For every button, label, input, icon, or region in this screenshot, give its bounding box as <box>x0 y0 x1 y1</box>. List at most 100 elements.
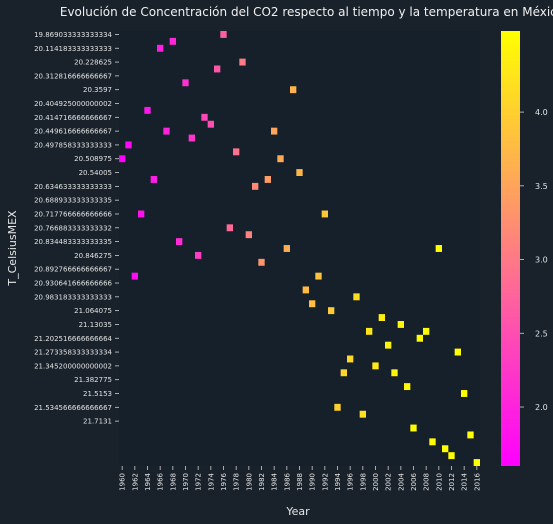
x-tick-label: 1962 <box>131 473 139 491</box>
x-tick-label: 1974 <box>207 472 215 490</box>
x-tick-label: 1970 <box>182 473 190 491</box>
y-tick-label: 21.382775 <box>74 376 112 384</box>
heatmap-cell-1969 <box>176 238 183 246</box>
heatmap-cell-2008 <box>423 327 430 335</box>
colorbar <box>501 31 520 466</box>
x-tick-label: 1990 <box>309 473 317 491</box>
y-tick-label: 20.3597 <box>83 86 112 94</box>
y-tick-label: 20.312816666666667 <box>34 72 112 80</box>
heatmap-cell-1982 <box>258 258 265 266</box>
x-tick-label: 2012 <box>448 473 456 491</box>
heatmap-cell-1979 <box>239 58 246 66</box>
heatmap-cell-2014 <box>461 390 468 397</box>
heatmap-cell-1978 <box>233 148 240 156</box>
heatmap-cell-2013 <box>454 348 461 356</box>
heatmap-cell-1967 <box>163 127 170 135</box>
heatmap-cell-1996 <box>347 355 354 363</box>
y-tick-label: 20.688933333333335 <box>34 197 112 205</box>
y-tick-label: 20.717766666666666 <box>34 210 112 218</box>
heatmap-cell-1999 <box>366 327 373 335</box>
x-tick-label: 2016 <box>473 472 481 490</box>
y-tick-label: 20.497858333333333 <box>34 141 112 149</box>
x-tick-label: 1976 <box>220 472 228 490</box>
y-tick-label: 20.892766666666667 <box>34 266 112 274</box>
heatmap-cell-1976 <box>220 31 227 38</box>
y-tick-label: 20.834483333333335 <box>34 238 112 246</box>
y-tick-label: 21.13035 <box>79 321 112 329</box>
colorbar-tick-label: 3.5 <box>535 182 548 191</box>
heatmap-cell-2011 <box>442 445 449 453</box>
x-tick-label: 2002 <box>385 473 393 491</box>
heatmap-cell-1984 <box>271 127 278 135</box>
y-axis-label: T_CelsiusMEX <box>6 210 19 287</box>
x-tick-label: 2006 <box>410 472 418 490</box>
y-tick-label: 21.345200000000002 <box>34 362 112 370</box>
heatmap-cell-1986 <box>283 245 290 252</box>
plot-area <box>119 31 480 466</box>
x-tick-label: 2004 <box>397 472 405 490</box>
heatmap-cell-1995 <box>340 369 347 377</box>
x-tick-label: 1964 <box>144 472 152 490</box>
heatmap-cell-1977 <box>226 224 233 232</box>
x-tick-label: 1992 <box>321 473 329 491</box>
chart-title: Evolución de Concentración del CO2 respe… <box>60 5 553 19</box>
y-tick-label: 21.273358333333334 <box>34 349 112 357</box>
x-tick-label: 2014 <box>461 472 469 490</box>
y-tick-label: 20.114183333333333 <box>34 45 112 53</box>
heatmap-cell-1973 <box>201 113 208 121</box>
x-tick-label: 1968 <box>169 473 177 491</box>
heatmap-cell-1990 <box>309 300 316 308</box>
x-tick-label: 2008 <box>423 473 431 491</box>
heatmap-cell-1972 <box>195 251 202 259</box>
heatmap-cell-1980 <box>245 231 252 239</box>
heatmap-cell-2006 <box>410 424 417 432</box>
heatmap-cell-1966 <box>157 44 164 52</box>
y-tick-label: 20.414716666666667 <box>34 114 112 122</box>
y-tick-label: 20.983183333333333 <box>34 293 112 301</box>
x-tick-label: 1966 <box>157 472 165 490</box>
heatmap-cell-2005 <box>404 383 411 391</box>
heatmap-cell-1992 <box>321 210 328 218</box>
x-tick-label: 1978 <box>233 473 241 491</box>
y-tick-label: 21.5153 <box>83 390 112 398</box>
heatmap-cell-2004 <box>397 321 404 328</box>
heatmap-cell-1993 <box>328 307 335 315</box>
heatmap-cell-1985 <box>277 155 284 163</box>
y-tick-label: 20.449616666666667 <box>34 128 112 136</box>
heatmap-cell-1981 <box>252 182 259 190</box>
x-tick-label: 2010 <box>435 473 443 491</box>
x-tick-label: 1960 <box>119 473 127 491</box>
y-tick-label: 20.404925000000002 <box>34 100 112 108</box>
heatmap-cell-1962 <box>131 272 138 280</box>
heatmap-cell-2002 <box>385 341 392 349</box>
heatmap-cell-1988 <box>296 169 303 176</box>
y-tick-label: 21.202516666666664 <box>34 335 112 343</box>
y-tick-label: 20.634633333333333 <box>34 183 112 191</box>
heatmap-cell-1994 <box>334 403 341 411</box>
heatmap-cell-1987 <box>290 86 297 94</box>
heatmap-cell-1970 <box>182 79 189 87</box>
y-tick-label: 20.846275 <box>74 252 112 260</box>
heatmap-cell-1965 <box>150 176 157 183</box>
y-tick-label: 21.534566666666667 <box>34 404 112 412</box>
colorbar-tick-label: 4.0 <box>535 108 548 117</box>
x-tick-label: 1988 <box>296 473 304 491</box>
y-tick-label: 20.54005 <box>79 169 112 177</box>
y-tick-label: 21.064075 <box>74 307 112 315</box>
heatmap-cell-1997 <box>353 293 360 301</box>
x-tick-label: 1984 <box>271 472 279 490</box>
heatmap-cell-2003 <box>391 369 398 377</box>
heatmap-cell-2000 <box>372 362 379 370</box>
x-tick-label: 1996 <box>347 472 355 490</box>
x-axis: 1960 1962 1964 1966 1968 1970 1972 1974 1976 1978… <box>119 466 481 491</box>
heatmap-cell-2016 <box>473 459 480 466</box>
heatmap-cell-2001 <box>378 314 385 321</box>
heatmap-cell-2010 <box>435 245 442 252</box>
heatmap-cell-2015 <box>467 431 474 439</box>
colorbar-tick-label: 3.0 <box>535 256 548 265</box>
y-tick-label: 20.228625 <box>74 59 112 67</box>
x-tick-label: 1982 <box>258 473 266 491</box>
x-tick-label: 1972 <box>195 473 203 491</box>
colorbar-tick-label: 2.5 <box>535 329 548 338</box>
